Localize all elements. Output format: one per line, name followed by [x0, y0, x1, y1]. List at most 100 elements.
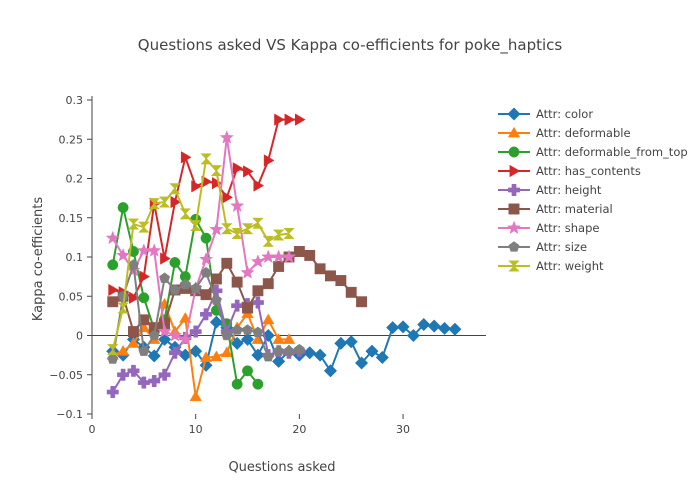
data-point — [325, 270, 336, 282]
legend-item[interactable]: Attr: weight — [498, 259, 604, 273]
data-point — [252, 326, 264, 338]
data-point — [243, 165, 254, 178]
data-point — [148, 329, 160, 341]
data-point — [157, 324, 172, 338]
data-point — [345, 286, 357, 298]
series-1 — [106, 297, 296, 402]
data-point — [294, 113, 306, 126]
axes: −0.1 −0.05 0 0.05 0.1 0.15 0.2 0.25 0.3 0 10 20 30 — [49, 94, 486, 436]
data-point — [284, 113, 296, 126]
data-point — [231, 276, 243, 288]
data-point — [190, 282, 202, 294]
data-point — [386, 321, 400, 335]
data-point — [354, 356, 369, 370]
data-point — [262, 235, 275, 247]
data-point — [108, 283, 119, 297]
data-point — [209, 315, 224, 329]
data-point — [116, 344, 130, 356]
data-point — [293, 343, 305, 355]
legend-marker — [508, 203, 520, 215]
data-point — [129, 291, 140, 304]
data-point — [189, 390, 202, 402]
plot-area — [105, 113, 462, 402]
data-point — [283, 345, 295, 356]
series-8 — [106, 153, 295, 356]
data-point — [417, 317, 431, 332]
data-point — [272, 333, 285, 344]
legend-item[interactable]: Attr: height — [498, 183, 602, 197]
data-point — [242, 302, 253, 314]
data-point — [117, 302, 129, 314]
legend-label: Attr: size — [536, 240, 587, 254]
data-point — [231, 378, 243, 390]
data-point — [179, 208, 192, 220]
data-point — [437, 321, 452, 336]
legend-item[interactable]: Attr: deformable — [498, 126, 631, 140]
data-point — [396, 320, 410, 334]
data-point — [199, 351, 213, 362]
data-point — [158, 368, 171, 381]
legend-item[interactable]: Attr: deformable_from_top — [498, 145, 688, 159]
data-point — [200, 266, 212, 278]
legend-item[interactable]: Attr: size — [498, 240, 587, 254]
data-point — [241, 223, 254, 235]
data-point — [230, 198, 245, 213]
data-point — [105, 230, 120, 245]
y-tick-label: −0.05 — [49, 369, 83, 382]
data-point — [281, 249, 297, 264]
legend-label: Attr: height — [536, 183, 602, 197]
legend-label: Attr: material — [536, 202, 613, 216]
data-point — [231, 228, 243, 239]
data-point — [231, 299, 244, 312]
data-point — [334, 336, 348, 350]
data-point — [107, 296, 119, 308]
data-point — [209, 222, 224, 236]
data-point — [200, 289, 212, 301]
legend[interactable]: Attr: color Attr: deformable Attr: deforma… — [498, 107, 688, 273]
legend-marker — [509, 164, 521, 178]
data-point — [138, 314, 150, 326]
data-point — [335, 275, 347, 287]
legend-item[interactable]: Attr: shape — [498, 220, 599, 235]
data-point — [167, 328, 183, 342]
data-point — [117, 368, 130, 381]
legend-marker — [508, 260, 520, 272]
data-point — [147, 349, 161, 363]
data-point — [304, 249, 316, 261]
data-point — [252, 217, 264, 229]
data-point — [242, 365, 253, 377]
x-tick-label: 10 — [189, 423, 203, 436]
y-tick-label: 0.3 — [66, 94, 84, 107]
data-point — [179, 312, 192, 323]
data-point — [107, 353, 119, 364]
data-point — [138, 292, 150, 304]
data-point — [427, 319, 441, 333]
data-point — [139, 270, 151, 283]
data-point — [272, 354, 286, 368]
data-point — [250, 254, 265, 268]
x-tick-label: 30 — [396, 423, 410, 436]
y-tick-label: 0.25 — [59, 133, 84, 146]
legend-item[interactable]: Attr: color — [498, 107, 593, 121]
data-point — [200, 232, 212, 244]
data-point — [262, 278, 274, 290]
data-point — [138, 345, 150, 356]
data-point — [220, 223, 233, 235]
data-point — [180, 151, 192, 164]
data-point — [200, 153, 212, 165]
legend-item[interactable]: Attr: material — [498, 202, 613, 216]
x-tick-label: 0 — [89, 423, 96, 436]
series-3 — [108, 113, 306, 304]
data-point — [375, 350, 389, 365]
data-point — [219, 130, 234, 144]
legend-label: Attr: weight — [536, 259, 604, 273]
data-point — [282, 333, 296, 344]
chart-title: Questions asked VS Kappa co-efficients f… — [138, 36, 563, 55]
data-point — [106, 344, 119, 356]
data-point — [117, 202, 129, 213]
legend-item[interactable]: Attr: has_contents — [498, 164, 641, 178]
legend-marker — [507, 126, 521, 138]
